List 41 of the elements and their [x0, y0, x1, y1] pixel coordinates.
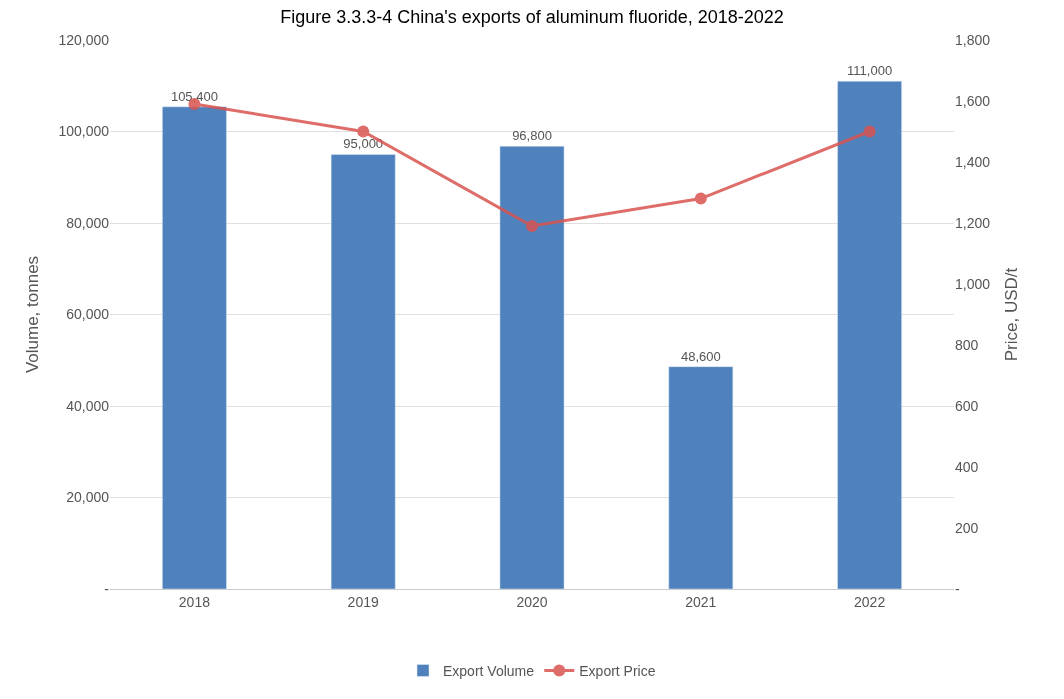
y2-tick-label: 200 [955, 519, 979, 536]
y2-tick-label: 1,200 [955, 214, 991, 231]
y-tick-label: 100,000 [58, 123, 110, 140]
x-tick-label: 2021 [685, 593, 717, 610]
point [863, 125, 876, 138]
y-tick-label: 80,000 [66, 214, 110, 231]
y2-tick-label: 600 [955, 397, 979, 414]
chart-title: Figure 3.3.3-4 China's exports of aluminum fluoride, 2018-2022 [280, 7, 784, 28]
y-tick-label: - [104, 580, 110, 597]
y2-tick-label: 1,400 [955, 153, 991, 170]
y2-tick-label: 400 [955, 458, 979, 475]
legend-label: Export Price [579, 662, 656, 679]
data-label: 96,800 [512, 128, 552, 144]
point [694, 192, 707, 205]
y2-tick-label: 1,800 [955, 31, 991, 48]
data-label: 105,400 [170, 88, 218, 104]
bar [837, 80, 902, 589]
y2-tick-label: 1,600 [955, 92, 991, 109]
y2-tick-label: 800 [955, 336, 979, 353]
y2-tick-label: 1,000 [955, 275, 991, 292]
y2-axis-title: Price, USD/t [1001, 267, 1021, 362]
y-tick-label: 40,000 [66, 397, 110, 414]
x-tick-label: 2020 [516, 593, 548, 610]
bar [668, 366, 734, 589]
point [526, 220, 538, 233]
x-tick-label: 2022 [854, 593, 886, 610]
x-tick-label: 2019 [347, 593, 379, 610]
bar [162, 106, 227, 589]
y2-tick-label: - [955, 580, 960, 597]
data-label: 111,000 [847, 63, 893, 79]
data-label: 48,600 [680, 348, 721, 364]
y-axis-title: Volume, tonnes [22, 255, 42, 374]
y-tick-label: 20,000 [66, 489, 110, 506]
bar [499, 145, 565, 589]
x-tick-label: 2018 [178, 593, 211, 610]
point [357, 125, 370, 138]
y-tick-label: 120,000 [58, 31, 110, 48]
data-label: 95,000 [343, 136, 384, 152]
legend-label: Export Volume [443, 662, 535, 679]
bar [330, 154, 396, 589]
y-tick-label: 60,000 [66, 306, 110, 323]
